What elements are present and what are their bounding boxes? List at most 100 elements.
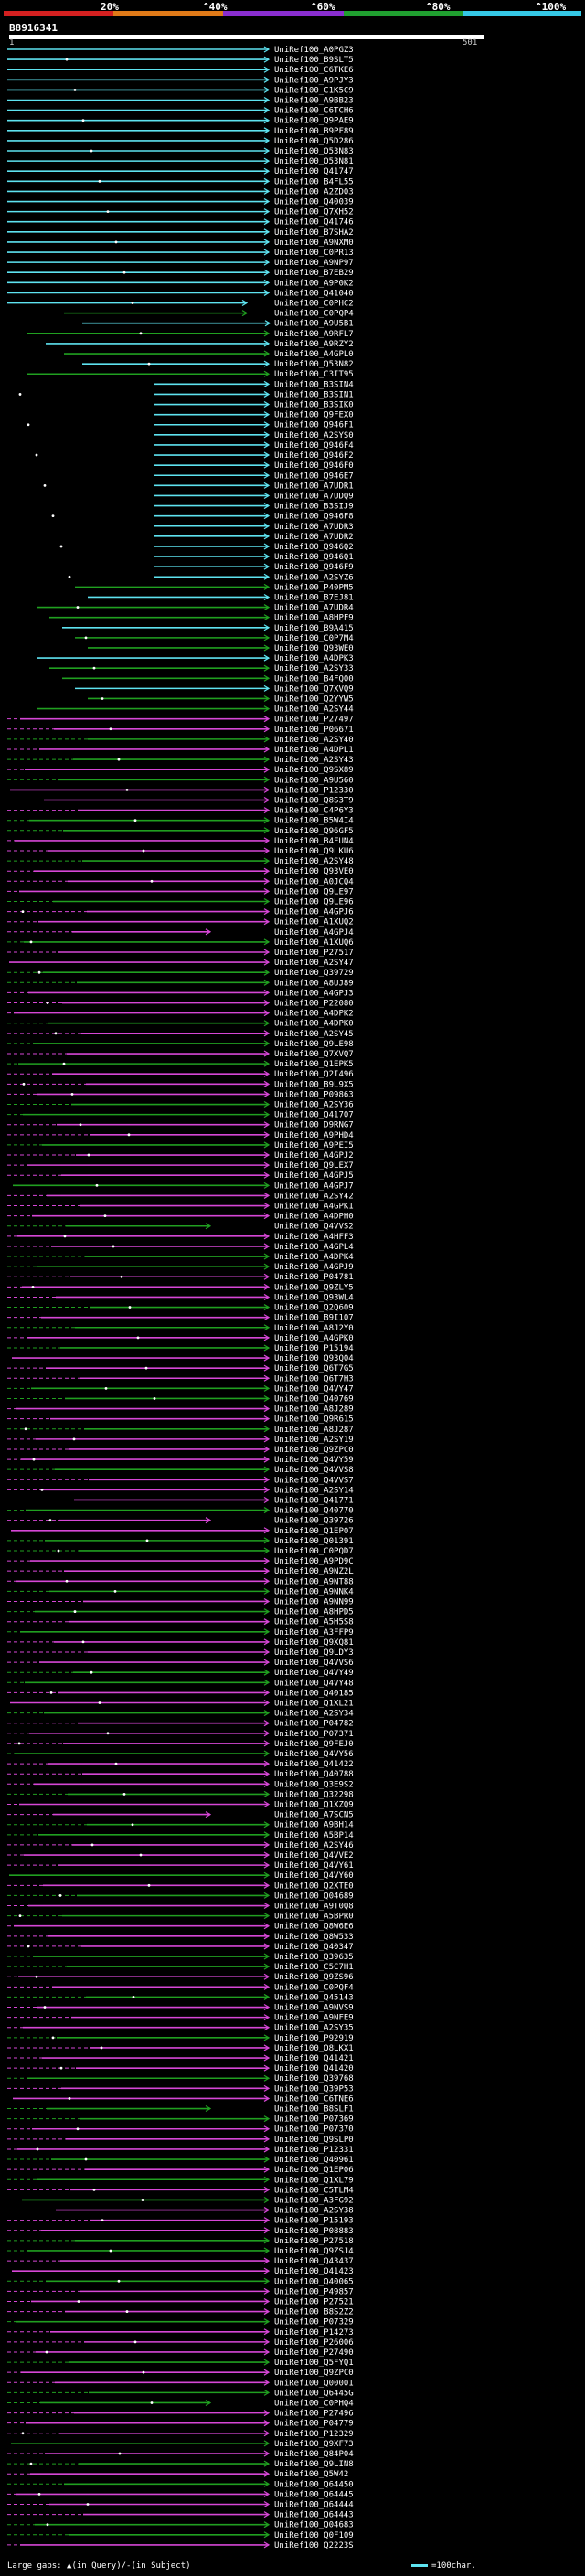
hit-label[interactable]: UniRef100_A2SY44 xyxy=(274,705,354,715)
hit-label[interactable]: UniRef100_Q1XL79 xyxy=(274,2176,354,2185)
hit-label[interactable]: UniRef100_Q4VY48 xyxy=(274,1679,354,1688)
hit-label[interactable]: UniRef100_A4GPJ7 xyxy=(274,1182,354,1191)
hit-label[interactable]: UniRef100_A8J287 xyxy=(274,1426,354,1435)
hit-label[interactable]: UniRef100_A9NP97 xyxy=(274,259,354,268)
hit-label[interactable]: UniRef100_P04779 xyxy=(274,2420,354,2429)
hit-label[interactable]: UniRef100_P07369 xyxy=(274,2115,354,2125)
hit-label[interactable]: UniRef100_Q53N83 xyxy=(274,147,354,156)
hit-label[interactable]: UniRef100_B4FUN4 xyxy=(274,837,354,846)
hit-label[interactable]: UniRef100_Q2XTE0 xyxy=(274,1882,354,1891)
hit-label[interactable]: UniRef100_C0PHQ4 xyxy=(274,2399,354,2408)
hit-label[interactable]: UniRef100_B8S2Z2 xyxy=(274,2308,354,2317)
hit-label[interactable]: UniRef100_C0P7M4 xyxy=(274,634,354,643)
hit-label[interactable]: UniRef100_A7UDR1 xyxy=(274,482,354,491)
hit-label[interactable]: UniRef100_Q41422 xyxy=(274,1760,354,1769)
hit-label[interactable]: UniRef100_A3FG92 xyxy=(274,2196,354,2205)
hit-label[interactable]: UniRef100_Q9ZPC0 xyxy=(274,1446,354,1455)
hit-label[interactable]: UniRef100_A4GPJ5 xyxy=(274,1171,354,1181)
hit-label[interactable]: UniRef100_P15194 xyxy=(274,1344,354,1353)
hit-label[interactable]: UniRef100_P27518 xyxy=(274,2237,354,2246)
hit-label[interactable]: UniRef100_A9NNK4 xyxy=(274,1587,354,1596)
hit-label[interactable]: UniRef100_Q1XZQ9 xyxy=(274,1801,354,1810)
hit-label[interactable]: UniRef100_Q41040 xyxy=(274,289,354,298)
hit-label[interactable]: UniRef100_Q5D286 xyxy=(274,137,354,146)
hit-label[interactable]: UniRef100_Q5FYQ1 xyxy=(274,2359,354,2368)
hit-label[interactable]: UniRef100_A9NT88 xyxy=(274,1577,354,1586)
hit-label[interactable]: UniRef100_Q53N81 xyxy=(274,157,354,166)
hit-label[interactable]: UniRef100_Q4VY61 xyxy=(274,1861,354,1871)
hit-label[interactable]: UniRef100_Q96GF5 xyxy=(274,827,354,836)
hit-label[interactable]: UniRef100_Q2Q609 xyxy=(274,1304,354,1313)
hit-label[interactable]: UniRef100_Q4VY59 xyxy=(274,1456,354,1465)
hit-label[interactable]: UniRef100_Q9ZSJ4 xyxy=(274,2247,354,2256)
hit-label[interactable]: UniRef100_C0PQF4 xyxy=(274,1983,354,1992)
hit-label[interactable]: UniRef100_A2SYZ6 xyxy=(274,573,354,582)
hit-label[interactable]: UniRef100_A1XUQ6 xyxy=(274,938,354,948)
hit-label[interactable]: UniRef100_Q9FEJ0 xyxy=(274,1740,354,1749)
hit-label[interactable]: UniRef100_Q64445 xyxy=(274,2490,354,2499)
hit-label[interactable]: UniRef100_Q01391 xyxy=(274,1537,354,1546)
hit-label[interactable]: UniRef100_P06671 xyxy=(274,726,354,735)
hit-label[interactable]: UniRef100_Q946F0 xyxy=(274,461,354,471)
hit-label[interactable]: UniRef100_A9PEI5 xyxy=(274,1141,354,1150)
hit-label[interactable]: UniRef100_Q4VY47 xyxy=(274,1384,354,1394)
hit-label[interactable]: UniRef100_A4GPL4 xyxy=(274,1243,354,1252)
hit-label[interactable]: UniRef100_Q9LIN8 xyxy=(274,2460,354,2469)
hit-label[interactable]: UniRef100_Q9ZS96 xyxy=(274,1973,354,1982)
hit-label[interactable]: UniRef100_Q9ZPC0 xyxy=(274,2369,354,2378)
hit-label[interactable]: UniRef100_A9BH14 xyxy=(274,1821,354,1830)
hit-label[interactable]: UniRef100_Q6T7H3 xyxy=(274,1374,354,1383)
hit-label[interactable]: UniRef100_C0PQP4 xyxy=(274,310,354,319)
hit-label[interactable]: UniRef100_Q40961 xyxy=(274,2156,354,2165)
hit-label[interactable]: UniRef100_Q946E7 xyxy=(274,472,354,481)
hit-label[interactable]: UniRef100_A9U560 xyxy=(274,776,354,785)
hit-label[interactable]: UniRef100_Q45143 xyxy=(274,1993,354,2002)
hit-label[interactable]: UniRef100_A2SY45 xyxy=(274,1030,354,1039)
hit-label[interactable]: UniRef100_Q4VVS6 xyxy=(274,1659,354,1668)
hit-label[interactable]: UniRef100_Q8S3T9 xyxy=(274,796,354,805)
hit-label[interactable]: UniRef100_A7UDR3 xyxy=(274,523,354,532)
hit-label[interactable]: UniRef100_Q946Q2 xyxy=(274,543,354,552)
hit-label[interactable]: UniRef100_P12331 xyxy=(274,2146,354,2155)
hit-label[interactable]: UniRef100_A8J2Y0 xyxy=(274,1324,354,1333)
hit-label[interactable]: UniRef100_C6TKE6 xyxy=(274,66,354,75)
hit-label[interactable]: UniRef100_B9PF89 xyxy=(274,127,354,136)
hit-label[interactable]: UniRef100_A2SY33 xyxy=(274,664,354,673)
hit-label[interactable]: UniRef100_A5BP14 xyxy=(274,1831,354,1840)
hit-label[interactable]: UniRef100_Q9FEX0 xyxy=(274,411,354,420)
hit-label[interactable]: UniRef100_A4GPK1 xyxy=(274,1203,354,1212)
hit-label[interactable]: UniRef100_Q43437 xyxy=(274,2257,354,2266)
hit-label[interactable]: UniRef100_P07329 xyxy=(274,2318,354,2327)
hit-label[interactable]: UniRef100_C0PR13 xyxy=(274,249,354,258)
hit-label[interactable]: UniRef100_C4P6Y3 xyxy=(274,807,354,816)
hit-label[interactable]: UniRef100_P49857 xyxy=(274,2287,354,2296)
hit-label[interactable]: UniRef100_Q39768 xyxy=(274,2074,354,2083)
hit-label[interactable]: UniRef100_A9NVS9 xyxy=(274,2004,354,2013)
hit-label[interactable]: UniRef100_A4GPJ3 xyxy=(274,989,354,998)
hit-label[interactable]: UniRef100_P27521 xyxy=(274,2297,354,2306)
hit-label[interactable]: UniRef100_A0PGZ3 xyxy=(274,46,354,55)
hit-label[interactable]: UniRef100_A4GPJ2 xyxy=(274,1151,354,1161)
hit-label[interactable]: UniRef100_A4DPK4 xyxy=(274,1253,354,1262)
hit-label[interactable]: UniRef100_Q5W42 xyxy=(274,2470,348,2479)
hit-label[interactable]: UniRef100_Q40065 xyxy=(274,2277,354,2286)
hit-label[interactable]: UniRef100_Q2YYW5 xyxy=(274,694,354,704)
hit-label[interactable]: UniRef100_Q9PAE9 xyxy=(274,117,354,126)
hit-label[interactable]: UniRef100_Q41421 xyxy=(274,2054,354,2063)
hit-label[interactable]: UniRef100_B3SIN4 xyxy=(274,380,354,389)
hit-label[interactable]: UniRef100_A8HPD5 xyxy=(274,1608,354,1617)
hit-label[interactable]: UniRef100_A9PJY3 xyxy=(274,76,354,85)
hit-label[interactable]: UniRef100_C0PHC2 xyxy=(274,300,354,309)
hit-label[interactable]: UniRef100_B7SHA2 xyxy=(274,228,354,238)
hit-label[interactable]: UniRef100_A2SY36 xyxy=(274,1101,354,1110)
hit-label[interactable]: UniRef100_P27490 xyxy=(274,2348,354,2358)
hit-label[interactable]: UniRef100_P40PM5 xyxy=(274,583,354,592)
hit-label[interactable]: UniRef100_A2SY19 xyxy=(274,1436,354,1445)
hit-label[interactable]: UniRef100_Q9LE98 xyxy=(274,1040,354,1049)
hit-label[interactable]: UniRef100_Q946F9 xyxy=(274,563,354,572)
hit-label[interactable]: UniRef100_Q1EPK5 xyxy=(274,1060,354,1069)
hit-label[interactable]: UniRef100_Q1XL21 xyxy=(274,1699,354,1708)
hit-label[interactable]: UniRef100_A1XUQ2 xyxy=(274,918,354,928)
hit-label[interactable]: UniRef100_A4HFF3 xyxy=(274,1233,354,1242)
hit-label[interactable]: UniRef100_Q2223S xyxy=(274,2541,354,2550)
